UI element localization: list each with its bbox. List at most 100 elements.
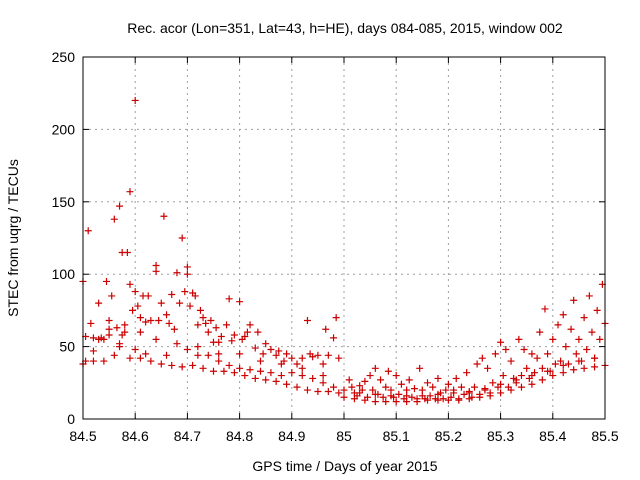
- data-point: [528, 380, 536, 388]
- data-point: [230, 369, 238, 377]
- data-point: [183, 345, 191, 353]
- y-tick-label: 50: [59, 339, 75, 355]
- data-point: [583, 345, 591, 353]
- data-point: [246, 321, 254, 329]
- data-point: [340, 393, 348, 401]
- data-point: [181, 288, 189, 296]
- data-point: [562, 343, 570, 351]
- data-point: [168, 361, 176, 369]
- y-tick-label: 0: [67, 411, 75, 427]
- data-point: [288, 369, 296, 377]
- data-point: [199, 314, 207, 322]
- data-point: [89, 334, 97, 342]
- data-point: [377, 376, 385, 384]
- data-point: [572, 350, 580, 358]
- data-point: [497, 380, 505, 388]
- data-point: [298, 372, 306, 380]
- data-point: [541, 305, 549, 313]
- data-point: [497, 389, 505, 397]
- data-point: [142, 318, 150, 326]
- data-point: [484, 364, 492, 372]
- data-point: [517, 383, 525, 391]
- data-point: [319, 379, 327, 387]
- y-tick-label: 200: [52, 121, 76, 137]
- data-point: [455, 396, 463, 404]
- x-tick-label: 85.5: [591, 428, 618, 444]
- data-point: [559, 311, 567, 319]
- data-point: [463, 369, 471, 377]
- data-point: [512, 376, 520, 384]
- data-point: [165, 319, 173, 327]
- data-point: [426, 392, 434, 400]
- data-point: [272, 377, 280, 385]
- data-point: [588, 328, 596, 336]
- data-point: [147, 357, 155, 365]
- data-point: [204, 328, 212, 336]
- data-point: [416, 364, 424, 372]
- data-point: [309, 374, 317, 382]
- data-point: [178, 363, 186, 371]
- data-point: [189, 361, 197, 369]
- data-point: [215, 338, 223, 346]
- data-point: [108, 292, 116, 300]
- data-point: [225, 361, 233, 369]
- data-point: [575, 335, 583, 343]
- data-point: [554, 321, 562, 329]
- x-tick-label: 84.8: [226, 428, 253, 444]
- data-point: [335, 389, 343, 397]
- data-point: [369, 386, 377, 394]
- data-point: [147, 317, 155, 325]
- data-point: [236, 350, 244, 358]
- data-point: [335, 354, 343, 362]
- data-point: [424, 396, 432, 404]
- grid-layer: [83, 57, 605, 419]
- data-point: [131, 96, 139, 104]
- data-point: [585, 292, 593, 300]
- points-layer: [79, 96, 609, 406]
- y-axis-label: STEC from uqrg / TECUs: [5, 159, 21, 317]
- data-point: [243, 328, 251, 336]
- data-point: [405, 376, 413, 384]
- data-point: [471, 383, 478, 391]
- data-point: [486, 392, 494, 400]
- data-point: [481, 385, 489, 393]
- data-point: [439, 395, 447, 403]
- data-point: [538, 364, 546, 372]
- data-point: [580, 364, 588, 372]
- data-point: [152, 267, 160, 275]
- data-point: [442, 386, 450, 394]
- data-point: [361, 377, 369, 385]
- data-point: [392, 372, 400, 380]
- data-point: [332, 314, 340, 322]
- data-point: [215, 357, 223, 365]
- data-point: [275, 347, 283, 355]
- y-tick-label: 250: [52, 49, 76, 65]
- data-point: [489, 379, 497, 387]
- data-point: [173, 269, 181, 277]
- data-point: [371, 390, 379, 398]
- data-point: [424, 379, 432, 387]
- data-point: [322, 325, 330, 333]
- data-point: [170, 325, 178, 333]
- data-point: [89, 357, 97, 365]
- data-point: [559, 361, 567, 369]
- data-point: [314, 387, 322, 395]
- data-point: [476, 393, 484, 401]
- x-tick-label: 85.1: [383, 428, 410, 444]
- data-point: [366, 372, 374, 380]
- x-tick-label: 84.7: [174, 428, 201, 444]
- data-point: [298, 354, 306, 362]
- data-point: [575, 357, 583, 365]
- data-point: [186, 302, 194, 310]
- data-point: [241, 332, 249, 340]
- data-point: [210, 367, 217, 375]
- data-point: [160, 212, 168, 220]
- data-point: [497, 338, 505, 346]
- data-point: [254, 328, 262, 336]
- data-point: [410, 385, 418, 393]
- data-point: [324, 387, 332, 395]
- data-point: [570, 296, 578, 304]
- data-point: [444, 380, 452, 388]
- data-point: [136, 314, 144, 322]
